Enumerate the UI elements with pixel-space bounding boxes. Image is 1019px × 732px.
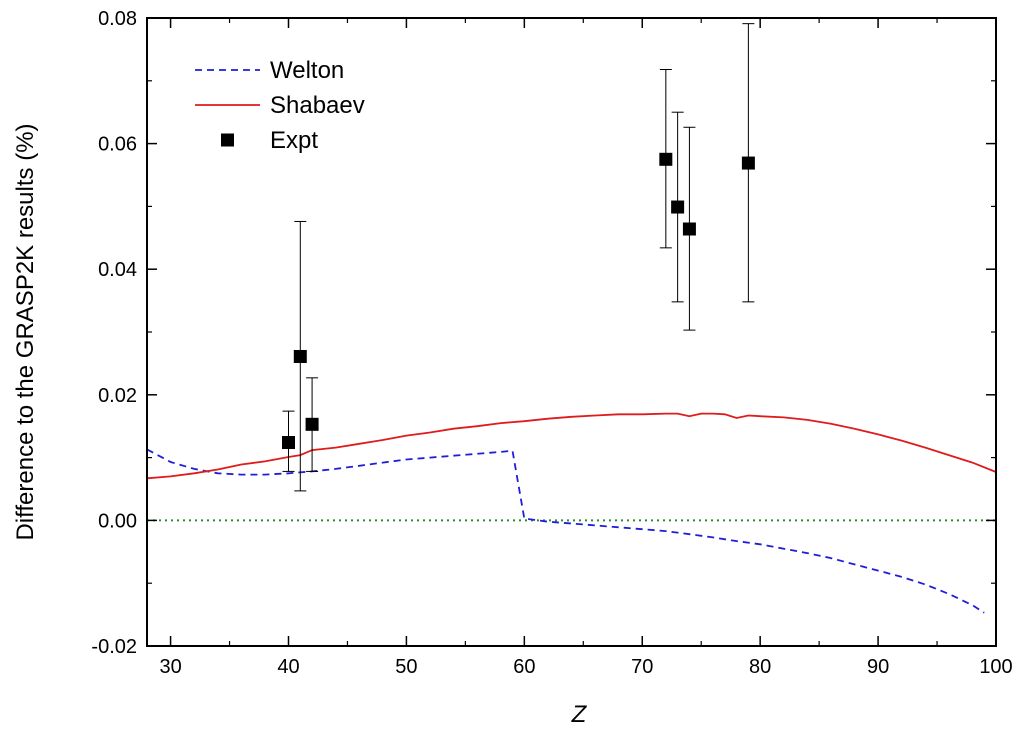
y-tick-label: -0.02 [91,636,137,658]
data-point-group [293,220,307,492]
data-point-marker [671,200,685,214]
y-tick-label: 0.00 [98,510,137,532]
series-line-shabaev [147,412,996,480]
data-point-marker [282,436,295,450]
x-tick-label: 70 [631,656,653,678]
legend-label: Shabaev [270,92,365,119]
legend-item-welton: Welton [195,57,344,84]
y-tick-label: 0.08 [98,8,137,30]
x-tick-label: 80 [749,656,771,678]
data-point-marker [682,222,696,236]
axis-ticks: 30 40 50 60 70 80 90 100 -0.02 0.00 0.02 0.04 0.06 0.… [91,8,1012,678]
y-tick-label: 0.04 [98,259,137,281]
data-point-marker [305,417,319,431]
legend-label: Expt [270,127,318,154]
x-tick-label: 40 [277,656,299,678]
data-point-group [282,410,295,472]
y-tick-label: 0.06 [98,134,137,156]
x-tick-label: 100 [979,656,1012,678]
data-point-group [682,126,696,331]
x-tick-label: 30 [159,656,181,678]
legend-label: Welton [270,57,344,84]
legend-item-shabaev: Shabaev [195,92,365,119]
legend-item-expt: Expt [221,127,318,154]
y-tick-label: 0.02 [98,385,137,407]
x-tick-label: 50 [395,656,417,678]
legend-swatch [221,133,234,147]
x-tick-label: 60 [513,656,535,678]
data-point-marker [741,156,755,170]
data-point-group [659,68,673,249]
data-point-marker [293,349,307,363]
data-point-group [305,377,319,472]
series-line-welton [147,448,985,614]
x-tick-label: 90 [867,656,889,678]
plot-area [147,23,996,614]
legend: Welton Shabaev Expt [195,57,365,154]
data-point-group [671,111,685,303]
y-axis-title: Difference to the GRASP2K results (%) [12,123,39,540]
x-axis-title: Z [571,701,588,728]
data-point-marker [659,152,673,166]
data-point-group [741,23,755,303]
